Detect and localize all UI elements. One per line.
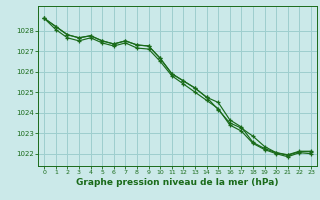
X-axis label: Graphe pression niveau de la mer (hPa): Graphe pression niveau de la mer (hPa): [76, 178, 279, 187]
